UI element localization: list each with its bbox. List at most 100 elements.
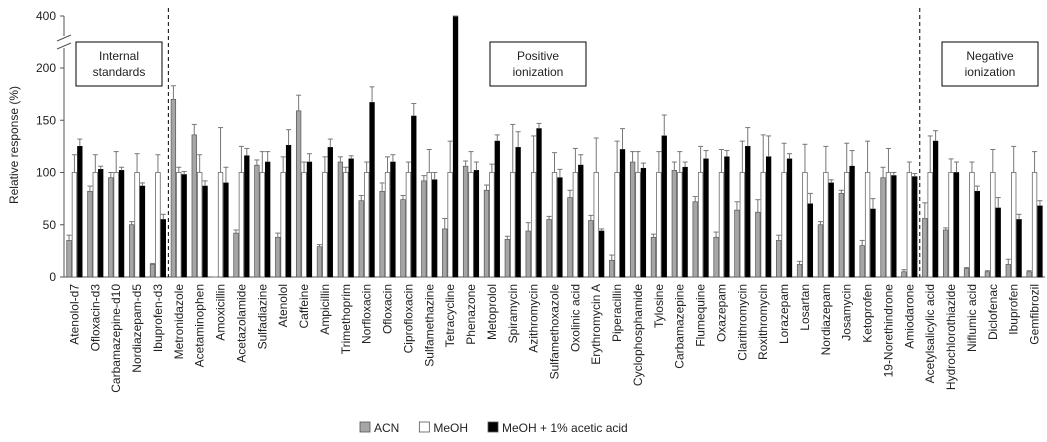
- error-bar: [442, 217, 448, 229]
- error-bar: [348, 155, 354, 159]
- bar: [202, 185, 208, 278]
- bar: [515, 147, 521, 278]
- bar: [525, 230, 531, 278]
- x-tick-label: Spiramycin: [506, 284, 520, 343]
- error-bar: [990, 149, 996, 173]
- group-label: Negative ionization: [965, 49, 1016, 79]
- bar: [348, 158, 354, 278]
- error-bar: [927, 135, 933, 173]
- legend-swatch: [418, 421, 430, 433]
- error-bar: [739, 140, 745, 173]
- error-bar: [510, 123, 516, 173]
- bar: [912, 176, 918, 278]
- error-bar: [620, 128, 626, 150]
- group-label-box: [941, 41, 1039, 87]
- x-tick-label: Piperacillin: [610, 284, 624, 342]
- error-bar: [969, 161, 975, 173]
- error-bar: [760, 134, 766, 173]
- group-label: Positive ionization: [513, 49, 564, 79]
- bar: [98, 169, 104, 278]
- x-tick-label: Roxithromycin: [756, 284, 770, 360]
- x-tick-label: Gemfibrozil: [1028, 284, 1042, 345]
- bar: [619, 149, 626, 278]
- bar: [734, 209, 740, 278]
- x-tick-label: Caffeine: [297, 284, 311, 329]
- error-bar: [254, 159, 260, 166]
- bar: [390, 161, 396, 278]
- error-bar: [525, 222, 531, 232]
- bar: [447, 172, 453, 278]
- error-bar: [838, 189, 844, 194]
- error-bar: [995, 197, 1001, 209]
- error-bar: [724, 150, 730, 157]
- bar: [316, 246, 323, 278]
- bar: [149, 264, 156, 278]
- x-tick-label: Oxolinic acid: [568, 284, 582, 352]
- bar: [411, 115, 417, 278]
- x-tick-label: Ibuprofen-d3: [151, 284, 165, 352]
- bar: [807, 203, 814, 278]
- error-bar: [786, 153, 792, 159]
- bar: [337, 161, 344, 278]
- error-bar: [797, 260, 803, 265]
- bar: [233, 232, 239, 278]
- bar: [1016, 219, 1022, 278]
- error-bar: [327, 138, 333, 148]
- bar: [71, 172, 78, 278]
- error-bar: [849, 150, 855, 167]
- error-bar: [129, 221, 135, 225]
- error-bar: [405, 161, 411, 173]
- bar: [682, 166, 688, 278]
- error-bar: [906, 161, 912, 173]
- bar: [927, 172, 933, 278]
- error-bar: [432, 172, 438, 180]
- bar: [432, 179, 438, 278]
- bar: [1031, 172, 1038, 278]
- group-label-box: [75, 41, 163, 87]
- error-bar: [859, 239, 865, 246]
- error-bar: [578, 154, 584, 166]
- bar: [306, 161, 313, 278]
- error-bar: [322, 156, 328, 173]
- bar: [510, 172, 516, 278]
- error-bar: [160, 213, 166, 220]
- error-bar: [948, 158, 954, 173]
- error-bar: [718, 149, 724, 173]
- x-tick-label: Carbamazepine: [673, 284, 687, 369]
- error-bar: [807, 192, 813, 204]
- x-tick-label: Niflumic acid: [965, 284, 979, 352]
- error-bar: [557, 168, 563, 178]
- error-bar: [463, 160, 469, 167]
- bar: [176, 172, 182, 278]
- error-bar: [197, 154, 203, 173]
- bar: [275, 236, 281, 278]
- legend-label: ACN: [374, 421, 399, 435]
- error-bar: [755, 199, 761, 213]
- error-bar: [880, 166, 886, 178]
- bar: [943, 229, 949, 278]
- bar: [765, 156, 772, 278]
- error-bar: [259, 151, 265, 173]
- bar: [1011, 172, 1017, 278]
- error-bar: [473, 161, 479, 171]
- bar: [650, 236, 657, 278]
- error-bar: [823, 145, 829, 173]
- bar: [640, 167, 647, 278]
- error-bar: [661, 114, 667, 136]
- axis-break: [56, 34, 72, 42]
- bar: [755, 211, 761, 278]
- bar: [494, 140, 500, 278]
- error-bar: [468, 151, 474, 173]
- error-bar: [400, 194, 406, 200]
- error-bar: [286, 129, 292, 146]
- error-bar: [483, 184, 489, 191]
- error-bar: [692, 196, 698, 202]
- legend-swatch: [359, 421, 371, 433]
- x-tick-label: Nordiazepam-d5: [130, 284, 144, 373]
- bar: [327, 147, 333, 278]
- bar: [776, 240, 782, 278]
- error-bar: [817, 221, 823, 225]
- y-axis-title: Relative response (%): [7, 86, 21, 204]
- error-bar: [630, 151, 636, 163]
- bar: [844, 172, 850, 278]
